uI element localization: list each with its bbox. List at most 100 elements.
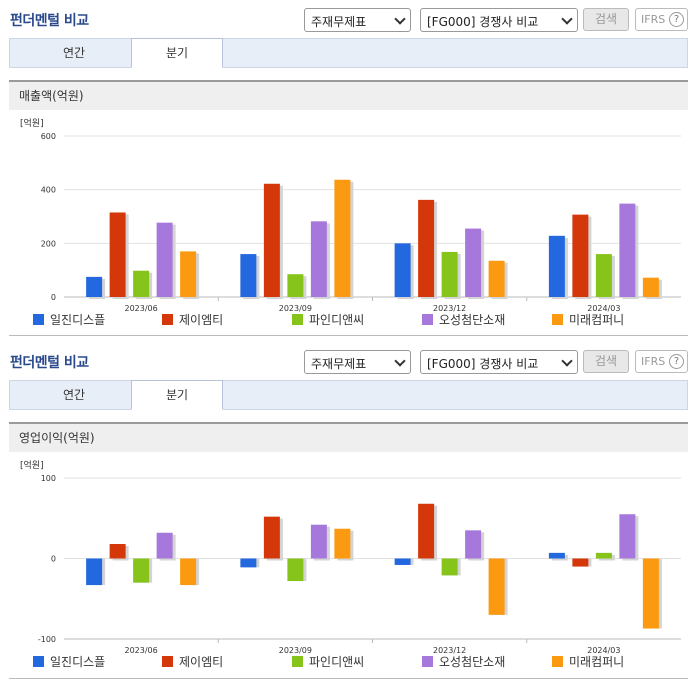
help-icon[interactable]: ? (669, 12, 684, 27)
peer-select-value: [FG000] 경쟁사 비교 (427, 15, 539, 29)
bar[interactable] (465, 228, 482, 297)
bar[interactable] (394, 243, 411, 297)
y-tick-label: 600 (41, 132, 56, 141)
peer-select[interactable]: [FG000] 경쟁사 비교 (420, 350, 578, 374)
bar[interactable] (180, 251, 197, 297)
y-tick-label: -100 (38, 635, 56, 644)
ifrs-label: IFRS (641, 13, 666, 26)
peer-select[interactable]: [FG000] 경쟁사 비교 (420, 8, 578, 32)
legend-label[interactable]: 미래컴퍼니 (569, 313, 624, 327)
bar[interactable] (86, 558, 103, 586)
bar[interactable] (287, 558, 304, 582)
bar[interactable] (619, 203, 636, 297)
unit-label: [억원] (20, 117, 44, 129)
bar[interactable] (572, 214, 589, 297)
statement-select[interactable]: 주재무제표 (304, 350, 411, 374)
bar[interactable] (572, 558, 589, 567)
bar[interactable] (441, 251, 458, 297)
bar[interactable] (642, 558, 659, 629)
legend-swatch (292, 314, 303, 325)
statement-select-value: 주재무제표 (311, 357, 367, 371)
chevron-down-icon (394, 13, 406, 25)
tab-annual[interactable]: 연간 (62, 388, 86, 402)
bar[interactable] (156, 222, 173, 297)
legend-swatch (292, 656, 303, 667)
bar[interactable] (86, 276, 103, 297)
ifrs-button[interactable]: IFRS ? (635, 8, 688, 31)
help-icon[interactable]: ? (669, 354, 684, 369)
header-row: 펀더멘털 비교 주재무제표 [FG000] 경쟁사 비교 검색 IFRS ? (0, 342, 696, 376)
legend-swatch (33, 656, 44, 667)
bar[interactable] (465, 530, 482, 559)
legend-label[interactable]: 오성첨단소재 (439, 655, 505, 669)
x-tick-label: 2024/03 (587, 646, 620, 655)
legend-swatch (552, 314, 563, 325)
bar[interactable] (394, 558, 411, 565)
bar[interactable] (595, 254, 612, 297)
legend-label[interactable]: 일진디스플 (50, 655, 105, 669)
revenue-chart: [억원] 0 200 400 600 2023/06 2023/09 2023/12 2024/… (20, 117, 681, 327)
bar[interactable] (441, 558, 458, 576)
bar[interactable] (418, 199, 435, 297)
bar[interactable] (133, 558, 150, 583)
bar[interactable] (334, 179, 351, 297)
y-tick-label: 400 (41, 186, 56, 195)
legend-label[interactable]: 파인디앤씨 (309, 313, 364, 327)
legend-swatch (162, 656, 173, 667)
y-tick-label: 100 (41, 474, 56, 483)
bar[interactable] (109, 212, 126, 297)
bar[interactable] (180, 558, 197, 586)
bar[interactable] (488, 558, 505, 615)
legend-label[interactable]: 오성첨단소재 (439, 313, 505, 327)
y-tick-label: 0 (51, 293, 56, 302)
search-button[interactable]: 검색 (583, 350, 629, 373)
divider (9, 335, 688, 336)
bar[interactable] (418, 503, 435, 559)
tab-annual[interactable]: 연간 (62, 46, 86, 60)
bar[interactable] (595, 552, 612, 559)
ifrs-label: IFRS (641, 355, 666, 368)
divider (9, 678, 688, 679)
bar[interactable] (287, 274, 304, 297)
bar[interactable] (109, 544, 126, 559)
bar[interactable] (619, 514, 636, 559)
bar[interactable] (488, 260, 505, 297)
bar[interactable] (548, 552, 565, 559)
x-tick-label: 2023/09 (279, 646, 312, 655)
statement-select[interactable]: 주재무제표 (304, 8, 411, 32)
bar[interactable] (240, 558, 257, 568)
legend-swatch (552, 656, 563, 667)
legend-label[interactable]: 제이엠티 (179, 313, 223, 327)
bar[interactable] (310, 221, 327, 297)
bar[interactable] (310, 524, 327, 559)
unit-label: [억원] (20, 459, 44, 471)
legend-label[interactable]: 파인디앤씨 (309, 655, 364, 669)
period-tabs: 연간 분기 (9, 380, 688, 410)
header-row: 펀더멘털 비교 주재무제표 [FG000] 경쟁사 비교 검색 IFRS ? (0, 0, 696, 34)
operating-profit-chart: [억원] -100 0 100 2023/06 2023/09 2023/12 2024/03… (20, 459, 681, 669)
metric-title: 영업이익(억원) (9, 422, 688, 452)
bar[interactable] (263, 516, 280, 559)
bar[interactable] (642, 277, 659, 297)
legend-label[interactable]: 제이엠티 (179, 655, 223, 669)
bar[interactable] (263, 183, 280, 297)
bar[interactable] (240, 254, 257, 297)
bar[interactable] (133, 270, 150, 297)
ifrs-button[interactable]: IFRS ? (635, 350, 688, 373)
legend-label[interactable]: 미래컴퍼니 (569, 655, 624, 669)
bar[interactable] (156, 532, 173, 559)
metric-title: 매출액(억원) (9, 80, 688, 110)
x-tick-label: 2023/12 (433, 646, 466, 655)
legend-swatch (422, 314, 433, 325)
page-title: 펀더멘털 비교 (10, 355, 89, 371)
tab-quarterly[interactable]: 분기 (131, 38, 223, 68)
tab-quarterly[interactable]: 분기 (131, 380, 223, 410)
bar[interactable] (548, 235, 565, 297)
x-tick-label: 2023/12 (433, 304, 466, 313)
search-button[interactable]: 검색 (583, 8, 629, 31)
bar[interactable] (334, 528, 351, 559)
legend-label[interactable]: 일진디스플 (50, 313, 105, 327)
peer-select-value: [FG000] 경쟁사 비교 (427, 357, 539, 371)
legend-swatch (422, 656, 433, 667)
statement-select-value: 주재무제표 (311, 15, 367, 29)
